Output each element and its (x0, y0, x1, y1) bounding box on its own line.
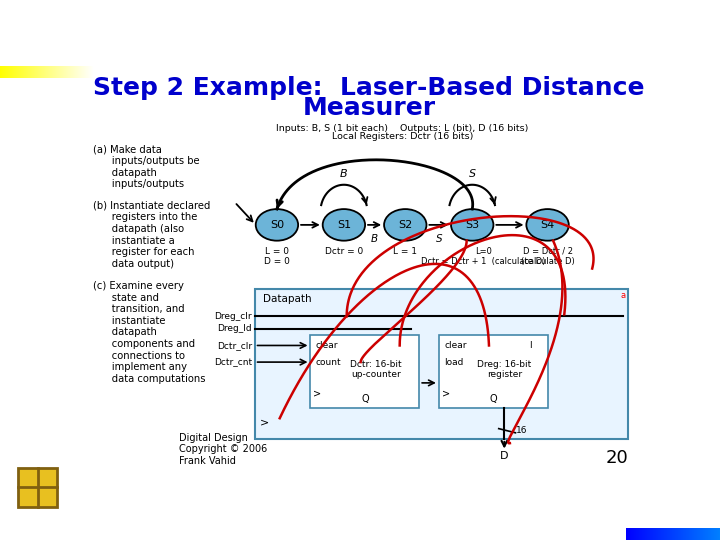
Text: D = Dctr / 2
(calculate D): D = Dctr / 2 (calculate D) (521, 247, 575, 266)
Text: Dctr: 16-bit
up-counter: Dctr: 16-bit up-counter (350, 360, 402, 379)
Circle shape (451, 209, 493, 241)
Text: Dreg_ld: Dreg_ld (217, 325, 252, 333)
Text: Datapath: Datapath (263, 294, 312, 305)
Text: count: count (316, 357, 341, 367)
Text: S3: S3 (465, 220, 480, 230)
Text: B: B (340, 170, 348, 179)
Text: S4: S4 (541, 220, 554, 230)
Text: S: S (436, 234, 442, 244)
Text: S0: S0 (270, 220, 284, 230)
Text: 20: 20 (606, 449, 629, 467)
Text: 16: 16 (516, 426, 527, 435)
Text: (c) Examine every
      state and
      transition, and
      instantiate
      : (c) Examine every state and transition, … (93, 281, 205, 384)
Text: clear: clear (316, 341, 338, 350)
Text: Dctr = 0: Dctr = 0 (325, 247, 363, 256)
Text: Step 2 Example:  Laser-Based Distance: Step 2 Example: Laser-Based Distance (94, 76, 644, 100)
FancyBboxPatch shape (438, 335, 548, 408)
Text: Dctr_cnt: Dctr_cnt (214, 357, 252, 367)
Text: Inputs: B, S (1 bit each)    Outputs: L (bit), D (16 bits): Inputs: B, S (1 bit each) Outputs: L (bi… (276, 124, 528, 133)
Text: Local Registers: Dctr (16 bits): Local Registers: Dctr (16 bits) (332, 132, 473, 141)
Text: Q: Q (490, 394, 497, 404)
Text: L = 0
D = 0: L = 0 D = 0 (264, 247, 290, 266)
Circle shape (323, 209, 365, 241)
Text: B: B (371, 234, 378, 244)
Text: (b) Instantiate declared
      registers into the
      datapath (also
      ins: (b) Instantiate declared registers into … (93, 201, 210, 269)
Text: Dctr_clr: Dctr_clr (217, 341, 252, 350)
Text: >: > (441, 388, 450, 399)
Circle shape (526, 209, 569, 241)
Text: S2: S2 (398, 220, 413, 230)
Text: Dreg: 16-bit
register: Dreg: 16-bit register (477, 360, 531, 379)
Text: Digital Design
Copyright © 2006
Frank Vahid: Digital Design Copyright © 2006 Frank Va… (179, 433, 268, 466)
Text: clear: clear (444, 341, 467, 350)
Text: Measurer: Measurer (302, 97, 436, 120)
Text: L=0
Dctr = Dctr + 1  (calculate D): L=0 Dctr = Dctr + 1 (calculate D) (421, 247, 546, 266)
FancyBboxPatch shape (18, 468, 58, 507)
Circle shape (256, 209, 298, 241)
Text: >: > (313, 388, 321, 399)
Text: S1: S1 (337, 220, 351, 230)
Text: >: > (260, 417, 269, 427)
Text: S: S (469, 170, 476, 179)
Text: D: D (500, 451, 508, 461)
Text: Dreg_clr: Dreg_clr (214, 312, 252, 321)
Circle shape (384, 209, 426, 241)
Text: l: l (529, 341, 532, 350)
Text: L = 1: L = 1 (393, 247, 418, 256)
Text: Q: Q (361, 394, 369, 404)
FancyBboxPatch shape (255, 289, 629, 439)
Text: (a) Make data
      inputs/outputs be
      datapath
      inputs/outputs: (a) Make data inputs/outputs be datapath… (93, 145, 199, 190)
FancyBboxPatch shape (310, 335, 419, 408)
Text: load: load (444, 357, 464, 367)
Text: a: a (621, 292, 626, 300)
